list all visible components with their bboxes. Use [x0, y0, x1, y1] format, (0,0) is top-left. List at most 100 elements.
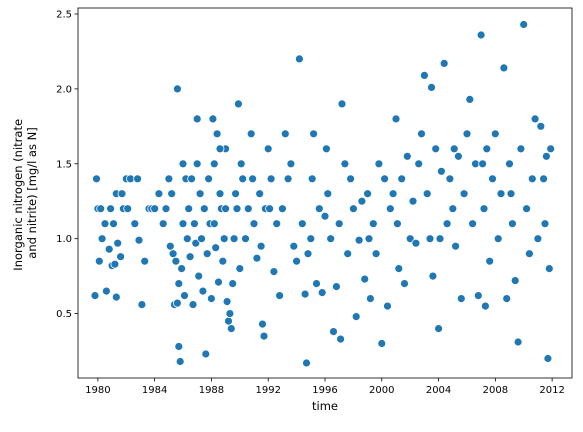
data-point: [405, 234, 415, 244]
data-point: [161, 204, 171, 214]
data-point: [473, 291, 483, 301]
data-point: [300, 289, 310, 299]
data-point: [235, 264, 245, 274]
data-point: [436, 166, 446, 176]
data-point: [182, 234, 192, 244]
data-point: [360, 274, 370, 284]
data-points: [90, 20, 556, 368]
data-point: [258, 319, 267, 329]
data-point: [236, 159, 246, 169]
data-point: [425, 234, 435, 244]
data-point: [540, 219, 550, 229]
data-point: [320, 211, 330, 221]
data-point: [445, 174, 455, 184]
data-point: [411, 238, 421, 248]
data-point: [336, 334, 346, 344]
x-tick-label: 2008: [483, 385, 508, 396]
data-point: [172, 298, 182, 308]
data-point: [488, 174, 497, 184]
data-point: [451, 241, 461, 251]
data-point: [334, 219, 344, 229]
data-point: [110, 259, 120, 269]
x-tick-label: 1984: [142, 385, 167, 396]
data-point: [195, 189, 205, 199]
data-point: [280, 129, 290, 139]
data-point: [167, 189, 177, 199]
data-point: [323, 189, 333, 199]
data-point: [297, 219, 307, 229]
data-point: [510, 276, 520, 286]
data-point: [307, 174, 317, 184]
data-point: [209, 159, 219, 169]
y-tick-label: 1.5: [56, 159, 72, 170]
data-point: [294, 54, 304, 64]
data-point: [476, 30, 486, 40]
data-point: [468, 219, 478, 229]
data-point: [533, 234, 543, 244]
data-point: [536, 121, 546, 131]
data-point: [209, 219, 219, 229]
x-tick-label: 2000: [369, 385, 394, 396]
data-point: [134, 235, 144, 245]
data-point: [435, 234, 445, 244]
data-point: [434, 324, 444, 334]
data-point: [150, 204, 160, 214]
data-point: [202, 249, 212, 259]
data-point: [408, 196, 418, 206]
data-point: [174, 279, 184, 289]
data-point: [351, 312, 361, 322]
data-point: [252, 253, 262, 263]
data-point: [137, 300, 147, 310]
data-point: [377, 339, 387, 348]
data-point: [225, 309, 235, 319]
data-point: [198, 286, 208, 296]
data-point: [275, 291, 285, 301]
data-point: [306, 234, 316, 244]
data-point: [90, 291, 100, 301]
data-point: [368, 219, 378, 229]
data-point: [482, 144, 492, 154]
data-point: [363, 189, 373, 199]
data-point: [340, 159, 350, 169]
y-axis-label-line-2: and nitrite) [mg/l as N]: [25, 127, 39, 258]
data-point: [397, 174, 407, 184]
axes: 1980 1984 1988 1992 1996 2000 2004 2008 2012 0.5…: [56, 7, 573, 396]
data-point: [428, 271, 438, 281]
data-point: [231, 189, 241, 199]
data-point: [303, 249, 313, 259]
data-point: [255, 189, 265, 199]
data-point: [292, 256, 302, 266]
data-point: [321, 144, 331, 154]
data-point: [211, 243, 221, 253]
x-tick-label: 2004: [426, 385, 451, 396]
data-point: [178, 219, 188, 229]
data-point: [229, 234, 239, 244]
data-point: [506, 189, 516, 199]
data-point: [189, 219, 199, 229]
data-point: [348, 204, 358, 214]
data-point: [241, 234, 250, 244]
data-point: [187, 174, 197, 184]
data-point: [221, 204, 231, 214]
data-point: [201, 349, 211, 359]
x-tick-label: 1992: [255, 385, 280, 396]
data-point: [505, 159, 514, 169]
data-point: [462, 129, 472, 139]
data-point: [329, 327, 338, 337]
data-point: [165, 241, 175, 251]
data-point: [104, 244, 114, 254]
data-point: [219, 234, 229, 244]
data-point: [188, 300, 198, 310]
data-point: [233, 99, 243, 109]
y-tick-label: 2.0: [56, 84, 72, 95]
data-point: [312, 279, 321, 289]
data-point: [269, 267, 279, 277]
data-point: [449, 144, 459, 154]
data-point: [191, 238, 201, 248]
data-point: [263, 144, 273, 154]
data-point: [208, 114, 218, 124]
data-point: [164, 174, 174, 184]
data-point: [493, 234, 503, 244]
data-point: [185, 252, 195, 262]
data-point: [314, 204, 324, 214]
